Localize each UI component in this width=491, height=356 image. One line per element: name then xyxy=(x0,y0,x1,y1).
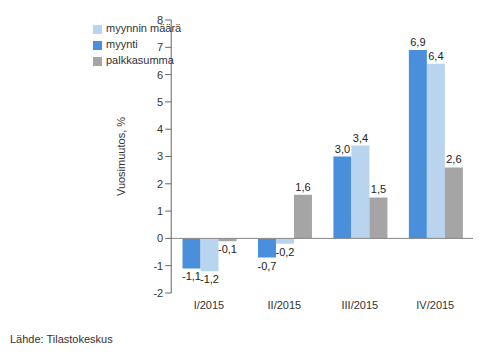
svg-text:5: 5 xyxy=(157,96,163,108)
svg-text:-0,1: -0,1 xyxy=(218,243,237,255)
svg-text:-0,7: -0,7 xyxy=(257,260,276,272)
svg-text:IV/2015: IV/2015 xyxy=(416,299,454,311)
svg-text:6: 6 xyxy=(157,69,163,81)
svg-text:4: 4 xyxy=(157,123,163,135)
svg-text:3: 3 xyxy=(157,150,163,162)
svg-text:I/2015: I/2015 xyxy=(194,299,225,311)
svg-text:1,5: 1,5 xyxy=(371,183,386,195)
svg-text:0: 0 xyxy=(157,232,163,244)
svg-text:6,4: 6,4 xyxy=(428,50,443,62)
svg-text:2,6: 2,6 xyxy=(446,153,461,165)
svg-text:II/2015: II/2015 xyxy=(268,299,302,311)
svg-text:-1: -1 xyxy=(153,260,163,272)
svg-text:III/2015: III/2015 xyxy=(341,299,378,311)
svg-text:8: 8 xyxy=(157,14,163,26)
svg-text:1,6: 1,6 xyxy=(295,181,310,193)
svg-text:7: 7 xyxy=(157,41,163,53)
svg-text:2: 2 xyxy=(157,178,163,190)
svg-text:-1,1: -1,1 xyxy=(182,270,201,282)
svg-text:6,9: 6,9 xyxy=(410,36,425,48)
svg-text:-2: -2 xyxy=(153,287,163,299)
svg-text:3,4: 3,4 xyxy=(353,132,368,144)
svg-text:Vuosimuutos, %: Vuosimuutos, % xyxy=(115,117,127,196)
svg-text:-1,2: -1,2 xyxy=(200,273,219,285)
svg-text:-0,2: -0,2 xyxy=(275,246,294,258)
svg-text:1: 1 xyxy=(157,205,163,217)
svg-text:3,0: 3,0 xyxy=(335,143,350,155)
